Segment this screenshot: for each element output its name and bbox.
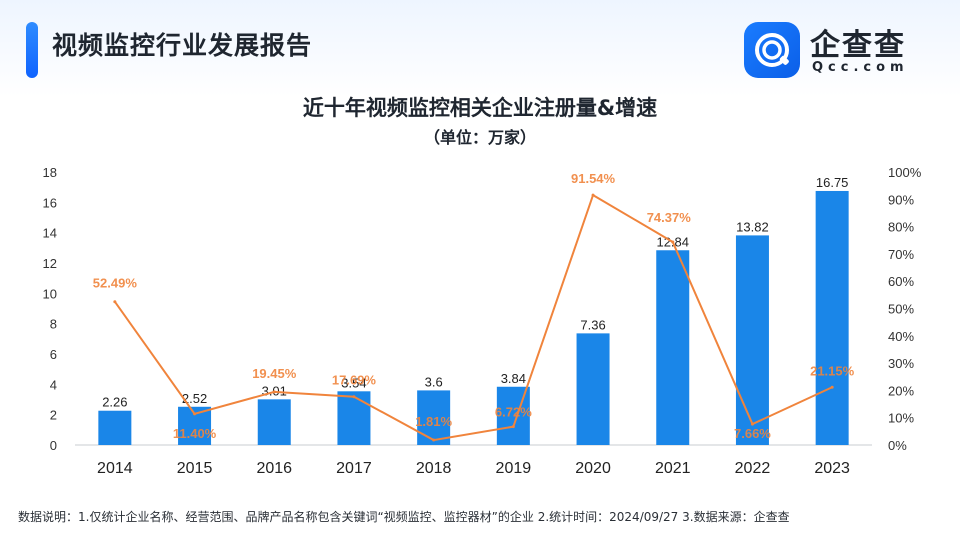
left-axis-tick-label: 14 [43, 226, 57, 241]
bar [815, 190, 849, 445]
growth-rate-label: 52.49% [93, 276, 138, 291]
right-axis-tick-label: 10% [888, 411, 914, 426]
bar [337, 391, 371, 445]
x-axis-tick-label: 2018 [416, 460, 452, 477]
growth-rate-label: 7.66% [734, 426, 771, 441]
growth-rate-point [511, 425, 515, 429]
growth-rate-point [750, 422, 754, 426]
growth-rate-label: 19.45% [252, 366, 297, 381]
growth-rate-label: 1.81% [415, 414, 452, 429]
growth-rate-label: 21.15% [810, 363, 855, 378]
footnote: 数据说明：1.仅统计企业名称、经营范围、品牌产品名称包含关键词“视频监控、监控器… [18, 510, 790, 524]
right-axis-tick-label: 70% [888, 247, 914, 262]
right-axis-tick-label: 60% [888, 274, 914, 289]
right-axis-tick-label: 0% [888, 438, 907, 453]
growth-rate-point [272, 390, 276, 394]
bar [576, 333, 610, 445]
growth-rate-label: 17.69% [332, 373, 377, 388]
bar-value-label: 2.52 [182, 391, 207, 406]
left-axis-tick-label: 6 [50, 347, 57, 362]
growth-rate-point [113, 300, 117, 304]
report-title: 视频监控行业发展报告 [52, 31, 313, 60]
left-axis-tick-label: 18 [43, 165, 57, 180]
bar [257, 399, 291, 445]
right-axis-tick-label: 50% [888, 302, 914, 317]
bar-value-label: 7.36 [580, 317, 605, 332]
title-accent-bar [26, 22, 38, 78]
bar [417, 390, 451, 445]
growth-rate-label: 6.72% [495, 405, 532, 420]
growth-rate-label: 74.37% [647, 210, 692, 225]
growth-rate-point [432, 438, 436, 442]
bar-value-label: 2.26 [102, 395, 127, 410]
bar [656, 250, 690, 445]
growth-rate-point [193, 412, 197, 416]
left-axis-tick-label: 0 [50, 438, 57, 453]
qcc-logo-icon [744, 22, 800, 78]
growth-rate-label: 91.54% [571, 171, 616, 186]
right-axis-tick-label: 100% [888, 165, 922, 180]
x-axis-tick-label: 2015 [177, 460, 213, 477]
chart-subtitle: （单位：万家） [423, 128, 536, 147]
right-axis-tick-label: 30% [888, 356, 914, 371]
left-axis-tick-label: 10 [43, 286, 57, 301]
left-axis-tick-label: 2 [50, 408, 57, 423]
left-axis-tick-label: 12 [43, 256, 57, 271]
left-axis-tick-label: 4 [50, 377, 57, 392]
growth-rate-point [671, 240, 675, 244]
bar-value-label: 16.75 [816, 175, 849, 190]
right-axis-tick-label: 20% [888, 383, 914, 398]
bar-value-label: 3.6 [425, 374, 443, 389]
left-axis-tick-label: 16 [43, 195, 57, 210]
x-axis-tick-label: 2023 [814, 460, 850, 477]
left-axis-tick-label: 8 [50, 317, 57, 332]
bar-value-label: 3.54 [341, 375, 366, 390]
x-axis-tick-label: 2021 [655, 460, 691, 477]
x-axis-tick-label: 2016 [256, 460, 292, 477]
bar-value-label: 3.84 [501, 371, 526, 386]
right-axis-tick-label: 80% [888, 220, 914, 235]
right-axis-tick-label: 90% [888, 192, 914, 207]
x-axis-tick-label: 2014 [97, 460, 133, 477]
right-axis-tick-label: 40% [888, 329, 914, 344]
qcc-logo: 企查查 Qcc.com [744, 22, 934, 80]
x-axis-tick-label: 2017 [336, 460, 372, 477]
growth-rate-point [591, 193, 595, 197]
x-axis-tick-label: 2022 [735, 460, 771, 477]
bar-value-label: 13.82 [736, 219, 769, 234]
growth-rate-line [114, 193, 833, 442]
logo-domain: Qcc.com [812, 60, 909, 75]
bar [735, 235, 769, 445]
logo-name: 企查查 [810, 28, 906, 63]
growth-rate-label: 11.40% [173, 426, 217, 441]
x-axis-tick-label: 2019 [496, 460, 532, 477]
x-axis-tick-label: 2020 [575, 460, 611, 477]
bar [98, 410, 132, 445]
growth-rate-point [830, 385, 834, 389]
growth-rate-point [352, 395, 356, 399]
chart-title: 近十年视频监控相关企业注册量&增速 [302, 96, 658, 120]
